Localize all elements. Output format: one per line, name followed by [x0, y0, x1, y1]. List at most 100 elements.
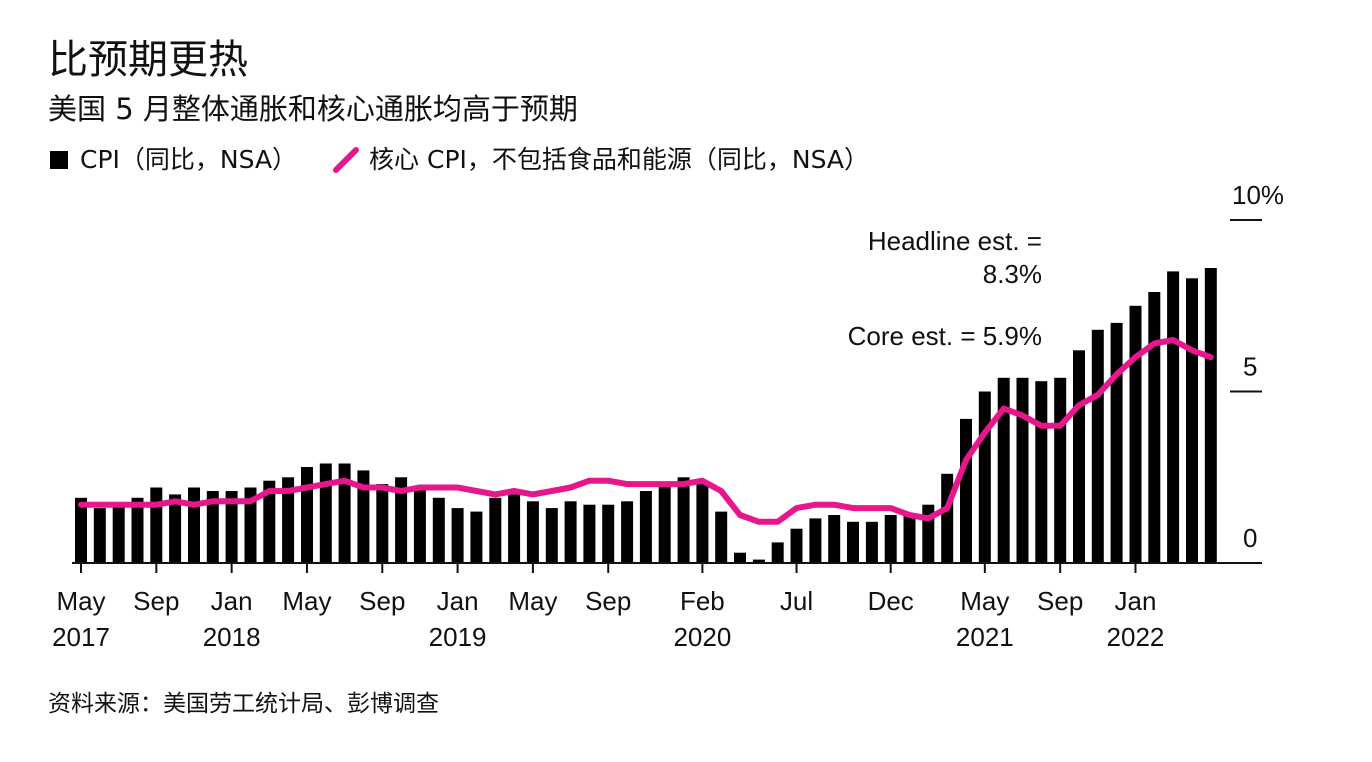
cpi-bar-2019-05: [526, 501, 539, 563]
cpi-bar-2017-06: [93, 508, 106, 563]
cpi-bar-2019-06: [545, 508, 558, 563]
cpi-bar-2017-05: [75, 497, 87, 563]
chart-subtitle: 美国 5 月整体通胀和核心通胀均高于预期: [48, 92, 578, 126]
x-tick-label-2018-05: May: [282, 586, 331, 616]
y-axis: 0 5 10%: [1230, 180, 1284, 553]
cpi-bar-2022-05: [1204, 268, 1217, 563]
cpi-bar-2019-02: [470, 511, 483, 563]
cpi-bar-2019-10: [621, 501, 634, 563]
cpi-bar-2021-12: [1110, 322, 1123, 563]
cpi-bar-2020-05: [752, 559, 765, 563]
cpi-bar-2020-11: [865, 521, 878, 563]
cpi-bar-2020-10: [847, 521, 859, 563]
x-tick-label-2020-02: Feb: [680, 586, 725, 616]
cpi-bar-2021-11: [1091, 329, 1104, 563]
cpi-bar-2021-09: [1054, 377, 1067, 563]
headline-annotation-line1: Headline est. =: [868, 226, 1042, 256]
cpi-bar-2021-07: [1016, 377, 1029, 563]
cpi-bar-2017-12: [206, 491, 219, 563]
cpi-bars: [75, 268, 1217, 564]
cpi-bar-2021-01: [903, 515, 916, 563]
cpi-bar-2017-11: [188, 487, 200, 563]
legend-cpi-label: CPI（同比，NSA）: [80, 145, 298, 174]
x-tick-label-2021-05: May: [960, 586, 1009, 616]
x-year-label-2017: 2017: [52, 622, 110, 652]
cpi-bar-2018-11: [413, 487, 426, 563]
cpi-bar-2017-09: [150, 487, 163, 563]
cpi-bar-2020-06: [771, 542, 784, 563]
cpi-bar-2017-10: [169, 494, 182, 563]
legend-core-swatch: [333, 147, 360, 173]
cpi-bar-2017-08: [131, 497, 144, 563]
cpi-bar-2018-07: [338, 463, 351, 563]
x-tick-label-2020-12: Dec: [868, 586, 914, 616]
source-note: 资料来源：美国劳工统计局、彭博调查: [48, 691, 439, 717]
x-tick-label-2018-09: Sep: [359, 586, 405, 616]
cpi-bar-2019-12: [658, 484, 671, 563]
chart-title: 比预期更热: [48, 37, 248, 83]
cpi-bar-2019-07: [564, 501, 577, 563]
cpi-bar-2018-06: [319, 463, 332, 563]
cpi-bar-2018-09: [376, 484, 389, 563]
cpi-bar-2017-07: [112, 504, 125, 563]
cpi-bar-2018-08: [357, 470, 370, 563]
cpi-bar-2020-02: [696, 484, 709, 563]
x-tick-label-2019-09: Sep: [585, 586, 631, 616]
y-tick-label-10: 10%: [1232, 180, 1284, 210]
cpi-bar-2022-03: [1167, 271, 1180, 563]
x-tick-label-2019-01: Jan: [437, 586, 479, 616]
cpi-bar-2021-08: [1035, 381, 1048, 563]
cpi-bar-2019-11: [639, 491, 652, 563]
legend-core-label: 核心 CPI，不包括食品和能源（同比，NSA）: [369, 145, 870, 174]
cpi-bar-2020-03: [715, 511, 728, 563]
cpi-bar-2018-04: [282, 477, 295, 564]
cpi-bar-2021-03: [941, 473, 954, 563]
cpi-bar-2018-02: [244, 487, 257, 563]
cpi-bar-2019-01: [451, 508, 464, 563]
core-annotation: Core est. = 5.9%: [848, 321, 1042, 351]
cpi-bar-2020-12: [884, 515, 897, 563]
cpi-bar-2020-09: [828, 515, 841, 563]
x-year-label-2020: 2020: [673, 622, 731, 652]
cpi-bar-2022-02: [1148, 292, 1161, 563]
cpi-bar-2022-01: [1129, 305, 1142, 564]
cpi-bar-2022-04: [1186, 278, 1198, 563]
cpi-bar-2021-05: [978, 391, 991, 563]
x-tick-label-2021-09: Sep: [1037, 586, 1083, 616]
cpi-bar-2021-04: [960, 418, 972, 563]
x-year-label-2022: 2022: [1107, 622, 1165, 652]
headline-annotation-line2: 8.3%: [983, 259, 1042, 289]
cpi-bar-2020-04: [734, 552, 746, 563]
cpi-bar-2020-08: [809, 518, 822, 563]
cpi-bar-2021-10: [1073, 350, 1085, 563]
x-year-label-2018: 2018: [203, 622, 261, 652]
cpi-bar-2018-03: [263, 480, 276, 563]
cpi-bar-2018-10: [395, 477, 408, 564]
cpi-bar-2019-09: [602, 504, 615, 563]
legend-cpi-swatch: [50, 151, 68, 169]
y-tick-label-0: 0: [1243, 523, 1257, 553]
x-tick-label-2018-01: Jan: [211, 586, 253, 616]
cpi-bar-2018-12: [432, 497, 445, 563]
cpi-bar-2020-01: [677, 477, 690, 564]
core-cpi-line: [78, 337, 1214, 525]
legend: CPI（同比，NSA） 核心 CPI，不包括食品和能源（同比，NSA）: [50, 142, 869, 178]
x-tick-label-2019-05: May: [508, 586, 557, 616]
x-tick-label-2017-09: Sep: [133, 586, 179, 616]
annotations: Headline est. = 8.3% Core est. = 5.9%: [848, 226, 1042, 351]
cpi-bar-2019-08: [583, 504, 596, 563]
y-tick-label-5: 5: [1243, 352, 1257, 382]
cpi-bar-2019-04: [508, 494, 521, 563]
x-tick-label-2017-05: May: [56, 586, 105, 616]
cpi-bar-2019-03: [489, 497, 502, 563]
cpi-bar-2021-06: [997, 377, 1010, 563]
x-year-label-2021: 2021: [956, 622, 1014, 652]
x-year-label-2019: 2019: [429, 622, 487, 652]
cpi-bar-2018-05: [301, 467, 313, 563]
x-tick-label-2020-07: Jul: [780, 586, 813, 616]
x-tick-label-2022-01: Jan: [1115, 586, 1157, 616]
cpi-bar-2018-01: [225, 491, 238, 563]
x-axis: May 2017 Sep Jan 2018 May Sep Jan 2019 May Sep Feb 2…: [52, 563, 1164, 652]
cpi-bar-2020-07: [790, 528, 803, 563]
